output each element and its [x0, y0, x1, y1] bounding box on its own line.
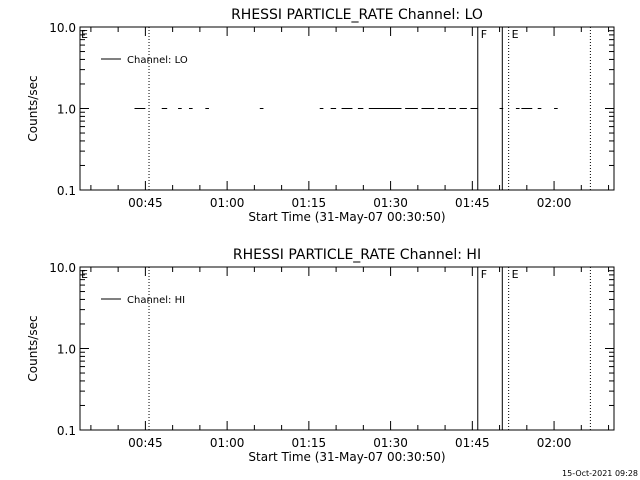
panel-lo: RHESSI PARTICLE_RATE Channel: LO Start Ti… — [26, 7, 615, 224]
y-tick-label: 0.1 — [57, 184, 76, 198]
x-tick-label: 00:45 — [128, 196, 163, 210]
y-axis-label: Counts/sec — [26, 75, 40, 141]
chart-title: RHESSI PARTICLE_RATE Channel: LO — [231, 7, 483, 23]
x-tick-label: 01:45 — [455, 436, 490, 450]
x-tick-label: 01:00 — [210, 196, 245, 210]
x-tick-label: 01:15 — [292, 196, 327, 210]
x-axis-label: Start Time (31-May-07 00:30:50) — [248, 210, 445, 224]
event-marker-label: E — [81, 268, 88, 281]
y-axis-label: Counts/sec — [26, 315, 40, 381]
legend-label: Channel: LO — [127, 55, 188, 66]
y-tick-label: 1.0 — [57, 343, 76, 357]
event-marker-label: E — [512, 268, 519, 281]
chart-title: RHESSI PARTICLE_RATE Channel: HI — [233, 247, 481, 263]
x-tick-label: 01:15 — [292, 436, 327, 450]
event-marker-label: E — [81, 28, 88, 41]
y-tick-label: 0.1 — [57, 424, 76, 438]
x-tick-label: 02:00 — [537, 436, 572, 450]
event-marker-label: F — [481, 28, 487, 41]
y-tick-label: 1.0 — [57, 103, 76, 117]
x-axis-label: Start Time (31-May-07 00:30:50) — [248, 450, 445, 464]
footer-timestamp: 15-Oct-2021 09:28 — [562, 469, 638, 478]
x-tick-label: 02:00 — [537, 196, 572, 210]
x-tick-label: 00:45 — [128, 436, 163, 450]
panel-hi: RHESSI PARTICLE_RATE Channel: HI Start Ti… — [26, 247, 615, 464]
legend-label: Channel: HI — [127, 295, 185, 306]
x-tick-label: 01:30 — [373, 196, 408, 210]
x-tick-label: 01:45 — [455, 196, 490, 210]
y-tick-label: 10.0 — [49, 21, 76, 35]
event-marker-label: F — [481, 268, 487, 281]
event-marker-label: E — [512, 28, 519, 41]
x-tick-label: 01:30 — [373, 436, 408, 450]
y-tick-label: 10.0 — [49, 261, 76, 275]
x-tick-label: 01:00 — [210, 436, 245, 450]
plot-frame — [79, 266, 615, 431]
